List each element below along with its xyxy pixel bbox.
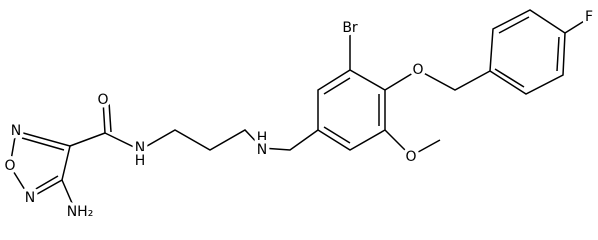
atom-label: N	[257, 142, 267, 158]
atom-label: O	[412, 62, 423, 78]
atom-label: H	[257, 130, 268, 146]
atom-label: N	[135, 140, 145, 156]
atom-label: O	[97, 92, 108, 108]
atom-label: O	[405, 149, 416, 165]
atom-label: O	[4, 158, 15, 174]
molecule-diagram: O N O N NH₂ N H H N Br O O F	[1, 6, 597, 224]
atom-label: NH₂	[67, 204, 94, 220]
bonds	[9, 9, 590, 211]
atom-label: N	[25, 190, 35, 206]
atom-labels: O N O N NH₂ N H H N Br O O F	[1, 6, 597, 224]
atom-label: Br	[342, 20, 358, 36]
atom-label: H	[135, 153, 146, 169]
atom-label: F	[585, 9, 593, 25]
atom-label: N	[11, 123, 21, 139]
